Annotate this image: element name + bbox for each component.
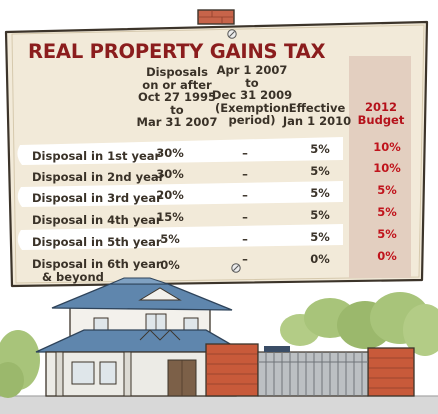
column-header-exemption-period: Apr 1 2007 to Dec 31 2009 (Exemption per… [211,63,293,127]
row-label-1st-year: Disposal in 1st year [32,149,161,163]
cell-3rd-year-2010: 5% [310,186,330,200]
row-label-3rd-year: Disposal in 3rd year [32,191,162,205]
cell-5th-year-2012: 5% [377,227,397,241]
chimney [197,9,235,25]
cell-6th-year-exemption: – [242,252,248,266]
cell-6th-year-2012: 0% [377,249,397,263]
column-header-2012-budget: 2012 Budget [357,100,405,127]
cell-1st-year-exemption: – [242,146,248,160]
cell-1st-year-1995: 30% [156,146,184,160]
column-header-1995-2007: Disposals on or after Oct 27 1995 to Mar… [136,65,218,129]
page-title: REAL PROPERTY GAINS TAX [28,40,326,63]
cell-5th-year-2010: 5% [310,230,330,244]
row-label-6th-year: Disposal in 6th year & beyond [32,257,162,284]
cell-1st-year-2010: 5% [310,142,330,156]
cell-3rd-year-exemption: – [242,188,248,202]
cell-4th-year-2012: 5% [377,205,397,219]
row-label-4th-year: Disposal in 4th year [32,213,162,227]
row-bands [17,137,344,250]
cell-2nd-year-2012: 10% [373,161,401,175]
gate [205,343,415,397]
cell-4th-year-exemption: – [242,210,248,224]
cell-2nd-year-2010: 5% [310,164,330,178]
cell-5th-year-exemption: – [242,232,248,246]
row-label-2nd-year: Disposal in 2nd year [32,170,165,184]
cell-2nd-year-1995: 30% [156,167,184,181]
budget-column-highlight [349,56,411,278]
cell-4th-year-2010: 5% [310,208,330,222]
cell-3rd-year-2012: 5% [377,183,397,197]
row-label-5th-year: Disposal in 5th year [32,235,162,249]
screw-bottom [231,263,241,273]
cell-1st-year-2012: 10% [373,140,401,154]
cell-2nd-year-exemption: – [242,167,248,181]
column-header-effective-2010: Effective Jan 1 2010 [282,101,352,128]
cell-4th-year-1995: 15% [156,210,184,224]
cell-6th-year-2010: 0% [310,252,330,266]
cell-5th-year-1995: 5% [160,232,180,246]
trees [0,292,438,398]
cell-3rd-year-1995: 20% [156,188,184,202]
ground [0,396,438,414]
cell-6th-year-1995: 0% [160,258,180,272]
screw-top [227,29,237,39]
